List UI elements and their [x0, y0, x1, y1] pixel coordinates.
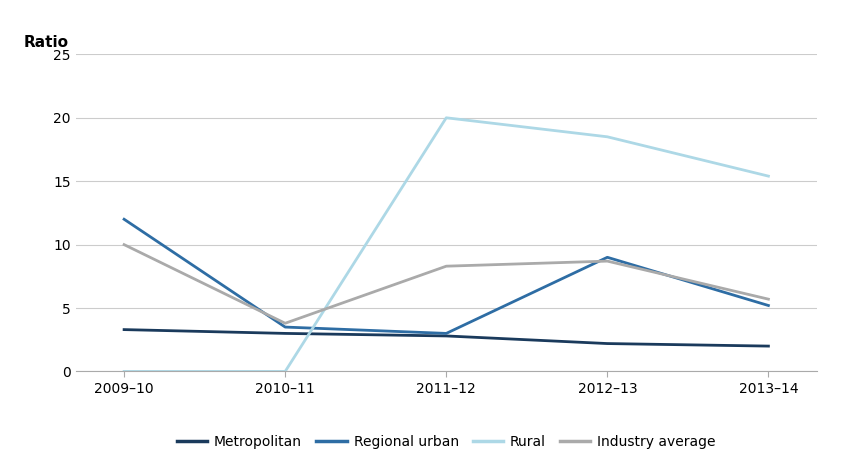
Text: Ratio: Ratio: [24, 35, 69, 50]
Legend: Metropolitan, Regional urban, Rural, Industry average: Metropolitan, Regional urban, Rural, Ind…: [171, 429, 722, 453]
